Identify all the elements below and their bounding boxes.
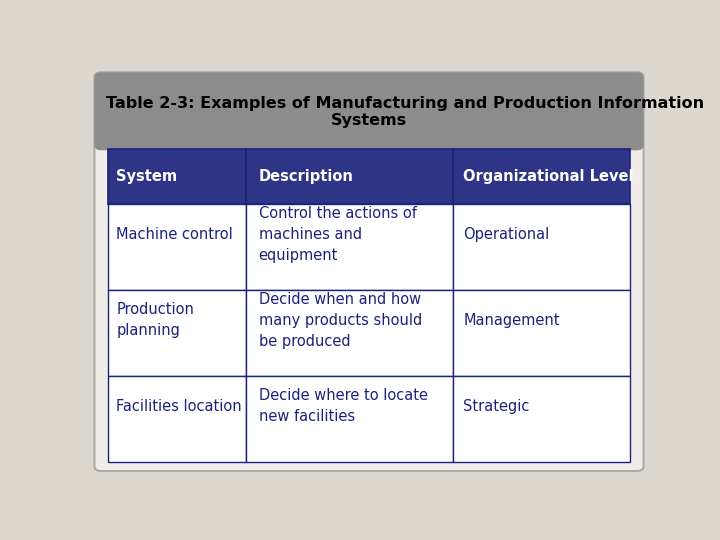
Bar — [453, 290, 630, 376]
Bar — [101, 133, 636, 145]
Text: Organizational Level: Organizational Level — [463, 170, 634, 184]
Bar — [108, 376, 246, 462]
Text: Control the actions of
machines and
equipment: Control the actions of machines and equi… — [258, 206, 416, 263]
Bar — [246, 376, 453, 462]
Bar — [453, 204, 630, 290]
Text: System: System — [116, 170, 177, 184]
Text: Decide when and how
many products should
be produced: Decide when and how many products should… — [258, 292, 422, 349]
Bar — [108, 204, 246, 290]
Bar — [246, 204, 453, 290]
Bar — [453, 376, 630, 462]
Text: Table 2-3: Examples of Manufacturing and Production Information: Table 2-3: Examples of Manufacturing and… — [106, 96, 703, 111]
Bar — [453, 150, 630, 204]
Text: Decide where to locate
new facilities: Decide where to locate new facilities — [258, 388, 428, 424]
Text: Facilities location: Facilities location — [116, 399, 242, 414]
Text: Strategic: Strategic — [463, 399, 530, 414]
Bar — [246, 150, 453, 204]
FancyBboxPatch shape — [94, 72, 644, 150]
Text: Description: Description — [258, 170, 354, 184]
Text: Operational: Operational — [463, 227, 549, 242]
Text: Management: Management — [463, 313, 559, 328]
FancyBboxPatch shape — [94, 72, 644, 471]
Bar — [108, 150, 246, 204]
Text: Systems: Systems — [331, 113, 407, 128]
Text: Machine control: Machine control — [116, 227, 233, 242]
Bar — [108, 290, 246, 376]
Bar — [246, 290, 453, 376]
Text: Production
planning: Production planning — [116, 302, 194, 338]
